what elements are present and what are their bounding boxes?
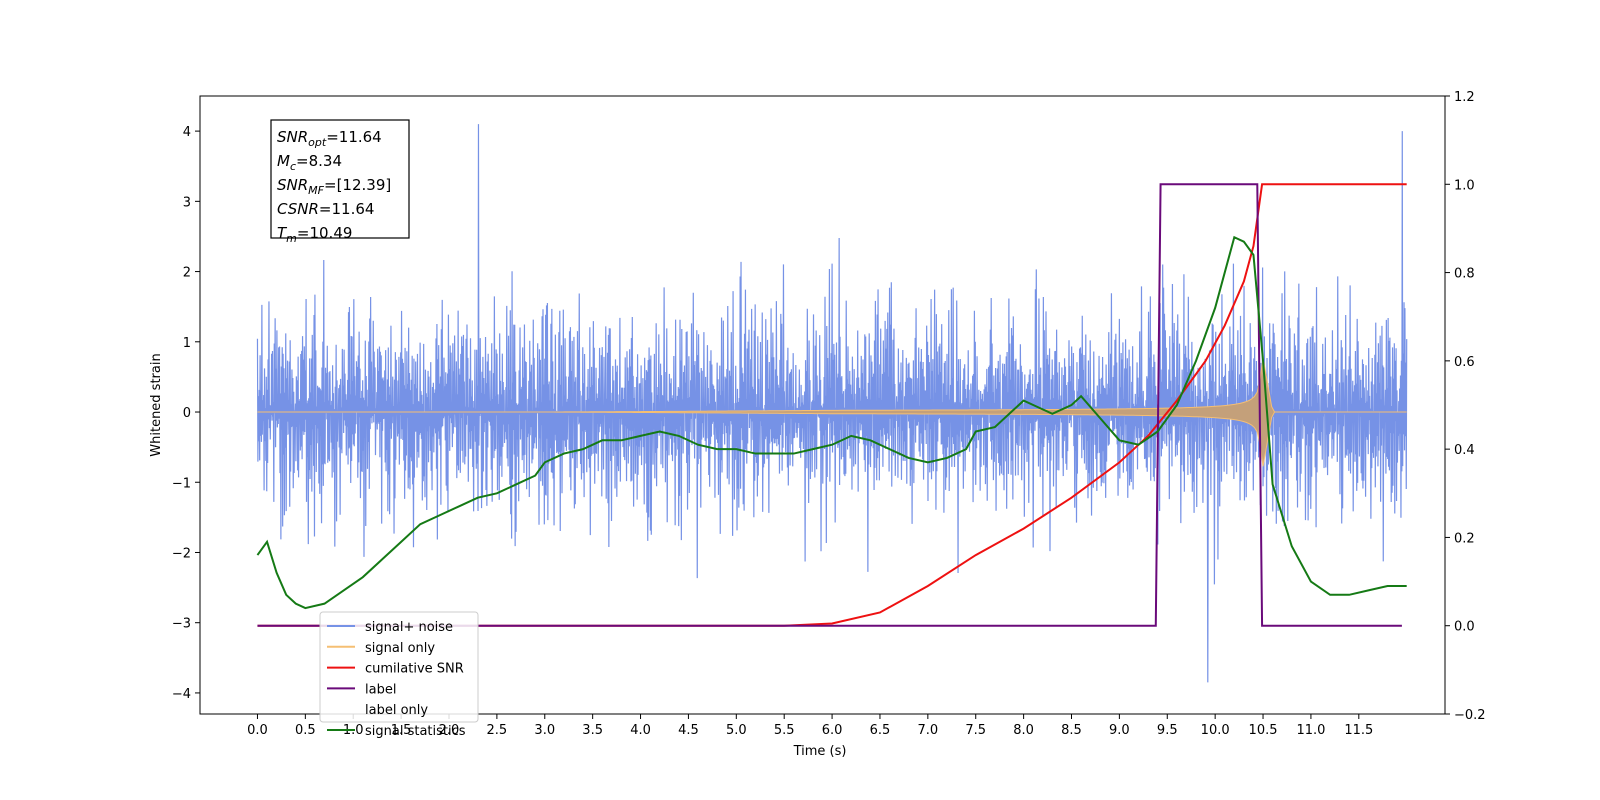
x-tick-label: 8.5 [1061,723,1082,738]
y-tick-label: 2 [183,266,191,281]
legend-label: cumilative SNR [365,662,464,677]
y-tick-label: 4 [183,125,191,140]
x-tick-label: 8.0 [1013,723,1034,738]
y-tick-label: −3 [172,617,191,632]
legend-label: signal+ noise [365,620,453,635]
y-axis-label: Whitened strain [149,353,164,456]
y2-tick-label: 0.6 [1454,355,1475,370]
annotation-frame [270,119,410,239]
x-tick-label: 7.5 [965,723,986,738]
x-tick-label: 6.5 [870,723,891,738]
x-tick-label: 3.5 [582,723,603,738]
x-tick-label: 2.0 [439,723,460,738]
series-line-2 [257,183,1407,627]
x-tick-label: 9.5 [1157,723,1178,738]
legend-label: signal statistics [365,724,466,739]
plot-frame [199,95,1446,715]
signal-only-line [257,357,1407,467]
x-tick-label: 0.0 [247,723,268,738]
legend-label: signal only [365,641,435,656]
legend: signal+ noise signal only cumilative SNR la… [319,611,479,739]
annotation-line: Mc=8.34 [277,152,342,173]
y-tick-label: −1 [172,476,191,491]
x-tick-label: 0.5 [295,723,316,738]
y-tick-label: 1 [183,336,191,351]
right-axis-series [256,183,1407,627]
x-tick-label: 3.0 [534,723,555,738]
x-tick-label: 7.0 [918,723,939,738]
stats-annotation: SNRopt=11.64 Mc=8.34 SNRMF=[12.39] CSNR=11.… [270,119,410,245]
x-tick-label: 5.5 [774,723,795,738]
legend-frame [319,611,479,723]
x-tick-label: 9.0 [1109,723,1130,738]
y2-tick-label: 0.8 [1454,267,1475,282]
plot-area [256,124,1408,683]
y2-tick-label: 0.4 [1454,443,1475,458]
annotation-line: SNRMF=[12.39] [277,176,391,197]
y2-tick-label: 0.0 [1454,620,1475,635]
y2-tick-label: −0.2 [1454,708,1486,723]
x-tick-label: 11.5 [1344,723,1373,738]
x-tick-label: 2.5 [487,723,508,738]
x-tick-label: 4.5 [678,723,699,738]
x-axis-ticks: 0.0 0.5 1.0 1.5 2.0 2.5 3.0 3.5 4.0 4.5 5.0 5.5 6.0 6… [247,714,1373,738]
x-tick-label: 10.0 [1201,723,1230,738]
x-tick-label: 6.0 [822,723,843,738]
x-tick-label: 11.0 [1296,723,1325,738]
x-axis-label: Time (s) [793,744,847,759]
y-tick-label: 0 [183,406,191,421]
legend-label: label only [365,703,428,718]
y2-axis-ticks: 1.2 1.0 0.8 0.6 0.4 0.2 0.0 −0.2 [1445,90,1486,723]
y-axis-ticks: 4 3 2 1 0 −1 −2 −3 −4 [172,125,200,702]
y2-tick-label: 1.0 [1454,178,1475,193]
annotation-line: CSNR=11.64 [277,200,374,218]
y-tick-label: 3 [183,195,191,210]
y-tick-label: −4 [172,687,191,702]
annotation-line: SNRopt=11.64 [277,128,382,149]
x-tick-label: 1.5 [391,723,412,738]
y-tick-label: −2 [172,546,191,561]
x-tick-label: 5.0 [726,723,747,738]
x-tick-label: 4.0 [630,723,651,738]
x-tick-label: 10.5 [1249,723,1278,738]
signal-noise-line [256,124,1408,683]
legend-label: label [365,682,396,697]
y2-tick-label: 0.2 [1454,531,1475,546]
series-line-5 [256,235,1407,610]
y2-tick-label: 1.2 [1454,90,1475,105]
annotation-line: Tm=10.49 [277,224,352,245]
series-line-3 [257,183,1402,627]
